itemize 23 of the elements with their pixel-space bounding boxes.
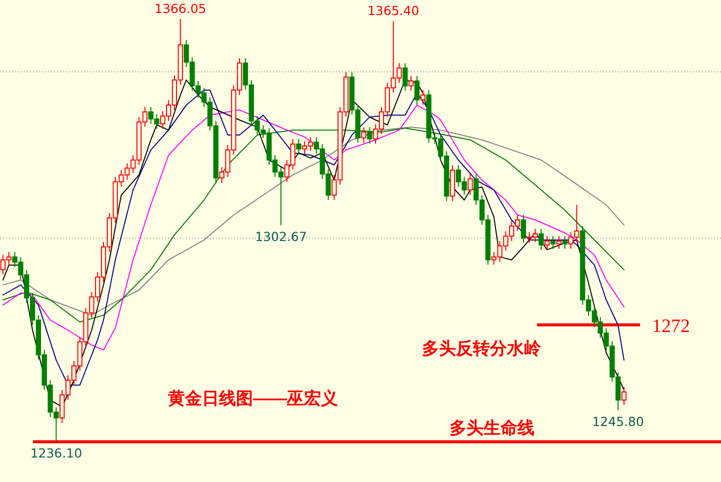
candlestick [520,214,526,244]
candlestick [621,386,627,406]
candlestick [550,236,556,250]
annotation: 1366.05 [154,1,206,16]
annotation: 1245.80 [592,414,644,430]
annotation: 1302.67 [255,229,307,244]
annotation: 黄金日线图——巫宏义 [167,389,338,408]
annotation: 1236.10 [30,446,82,461]
candlestick [402,62,408,92]
annotation: 多头反转分水岭 [422,339,542,358]
candlestick [538,228,544,250]
candlestick [361,126,366,144]
candlestick [468,173,473,196]
candlestick [544,236,550,250]
ref-line-label: 1272 [652,316,690,337]
candlestick [408,76,414,92]
ref-line-label: 多头生命线 [450,418,534,438]
candlestick [414,76,420,106]
candlestick [562,236,568,250]
candlestick [420,90,426,106]
annotation: 1365.40 [367,3,420,18]
candlestick [296,138,302,154]
candlestick [556,236,562,250]
